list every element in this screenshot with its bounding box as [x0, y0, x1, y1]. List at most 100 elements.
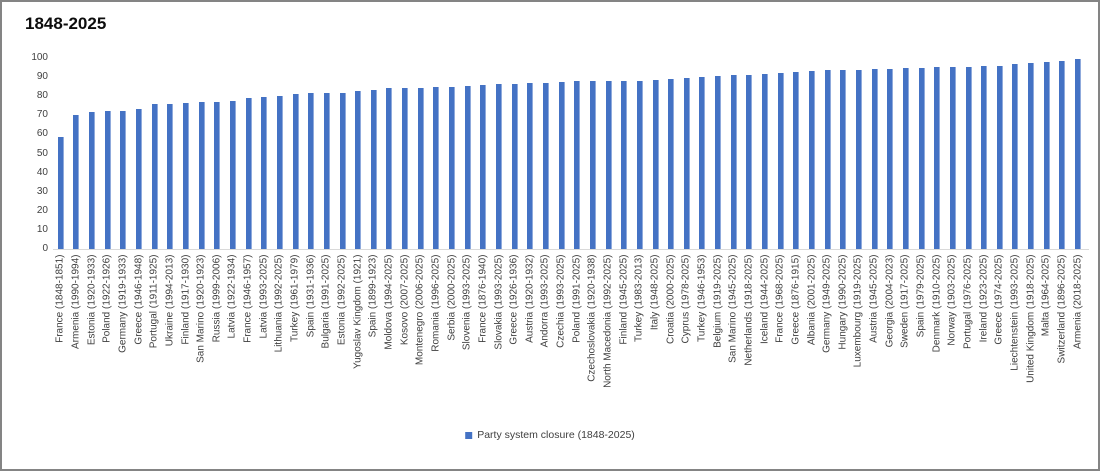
x-axis-label: Luxembourg (1919-2025): [852, 254, 864, 367]
x-axis-label: Estonia (1992-2025): [336, 254, 348, 345]
bar: [558, 82, 565, 249]
bar: [89, 112, 96, 249]
x-axis-label: Romania (1996-2025): [430, 254, 442, 352]
bar: [605, 81, 612, 249]
x-axis-label: Latvia (1922-1934): [226, 254, 238, 338]
x-axis-label: Ireland (1923-2025): [978, 254, 990, 342]
x-axis-label: Czechia (1993-2025): [555, 254, 567, 348]
x-axis-label: Iceland (1944-2025): [759, 254, 771, 344]
x-axis-label: Albania (2001-2025): [806, 254, 818, 345]
bar: [308, 93, 315, 249]
x-axis-label: Georgia (2004-2023): [884, 254, 896, 347]
x-axis-label: Serbia (2000-2025): [446, 254, 458, 341]
x-axis-label: Italy (1948-2025): [649, 254, 661, 330]
bar: [136, 109, 143, 249]
y-axis-label: 20: [36, 204, 48, 216]
bar: [934, 67, 941, 249]
x-axis-label: Netherlands (1918-2025): [743, 254, 755, 366]
x-axis-label: Portugal (1976-2025): [962, 254, 974, 349]
x-axis-label: Latvia (1993-2025): [258, 254, 270, 338]
x-axis-label: San Marino (1945-2025): [727, 254, 739, 363]
x-axis-label: Austria (1920-1932): [524, 254, 536, 343]
x-axis-label: Greece (1974-2025): [993, 254, 1005, 345]
x-axis-label: Greece (1876-1915): [790, 254, 802, 345]
bar: [276, 96, 283, 249]
bar: [183, 103, 190, 249]
bar: [762, 74, 769, 249]
bar: [480, 85, 487, 249]
bar: [214, 102, 221, 249]
bar: [511, 84, 518, 249]
x-axis-label: France (1946-1957): [242, 254, 254, 343]
x-axis-label: Belgium (1919-2025): [712, 254, 724, 348]
bar: [683, 78, 690, 249]
x-axis-label: Hungary (1990-2025): [837, 254, 849, 350]
x-axis-label: Turkey (1946-1953): [696, 254, 708, 342]
x-axis-label: Greece (1946-1948): [133, 254, 145, 345]
bar: [793, 72, 800, 249]
bar: [151, 104, 158, 249]
bar: [981, 66, 988, 249]
y-axis-label: 40: [36, 166, 48, 178]
x-axis-label: Spain (1899-1923): [367, 254, 379, 337]
x-axis-label: Poland (1922-1926): [101, 254, 113, 343]
x-axis-label: Yugoslav Kingdom (1921): [352, 254, 364, 369]
legend-marker-square: [465, 431, 473, 439]
x-axis-label: San Marino (1920-1923): [195, 254, 207, 363]
x-axis-label: Greece (1926-1936): [508, 254, 520, 345]
x-axis-label: Germany (1919-1933): [117, 254, 129, 353]
bar: [715, 76, 722, 249]
bar: [902, 68, 909, 249]
bar: [433, 87, 440, 249]
x-axis-label: France (1848-1851): [54, 254, 66, 343]
bar: [1043, 62, 1050, 249]
x-axis-label: Spain (1979-2025): [915, 254, 927, 337]
x-axis-label: Liechtenstein (1993-2025): [1009, 254, 1021, 371]
x-axis-label: United Kingdom (1918-2025): [1025, 254, 1037, 383]
y-axis-label: 90: [36, 71, 48, 83]
bar: [730, 75, 737, 249]
bar: [652, 80, 659, 249]
x-axis-line: [53, 249, 1089, 250]
x-axis-label: Slovenia (1993-2025): [461, 254, 473, 350]
x-axis-label: Finland (1945-2025): [618, 254, 630, 345]
bar: [965, 67, 972, 249]
x-axis-label: North Macedonia (1992-2025): [602, 254, 614, 388]
legend: Party system closure (1848-2025): [465, 429, 635, 441]
x-axis-label: Lithuania (1992-2025): [273, 254, 285, 352]
bar: [824, 70, 831, 249]
bar: [261, 97, 268, 249]
x-axis-label: Turkey (1983-2013): [633, 254, 645, 342]
bar: [668, 79, 675, 249]
bar: [887, 69, 894, 249]
x-axis-label: Bulgaria (1991-2025): [320, 254, 332, 348]
x-axis-label: Armenia (1990-1994): [70, 254, 82, 349]
bar: [417, 88, 424, 249]
legend-label: Party system closure (1848-2025): [477, 429, 635, 441]
x-axis-label: Turkey (1961-1979): [289, 254, 301, 342]
x-axis-label: Moldova (1994-2025): [383, 254, 395, 350]
x-axis-label: Portugal (1911-1925): [148, 254, 160, 348]
y-axis-label: 10: [36, 223, 48, 235]
y-axis-label: 30: [36, 185, 48, 197]
bar: [777, 73, 784, 249]
bar: [496, 84, 503, 249]
bar: [323, 93, 330, 249]
x-axis-label: France (1968-2025): [774, 254, 786, 343]
x-axis-label: Austria (1945-2025): [868, 254, 880, 343]
bar: [996, 66, 1003, 249]
bar: [57, 137, 64, 249]
bar: [527, 83, 534, 249]
x-axis-label: Russia (1999-2006): [211, 254, 223, 342]
bar: [1012, 64, 1019, 249]
x-axis-label: Czechoslovakia (1920-1938): [586, 254, 598, 382]
x-axis-label: Croatia (2000-2025): [665, 254, 677, 344]
bar: [402, 88, 409, 249]
bar: [355, 91, 362, 249]
bar: [840, 70, 847, 249]
x-axis-label: Finland (1917-1930): [180, 254, 192, 345]
bar: [589, 81, 596, 249]
bar: [449, 87, 456, 249]
bar: [370, 90, 377, 249]
y-axis-label: 60: [36, 128, 48, 140]
